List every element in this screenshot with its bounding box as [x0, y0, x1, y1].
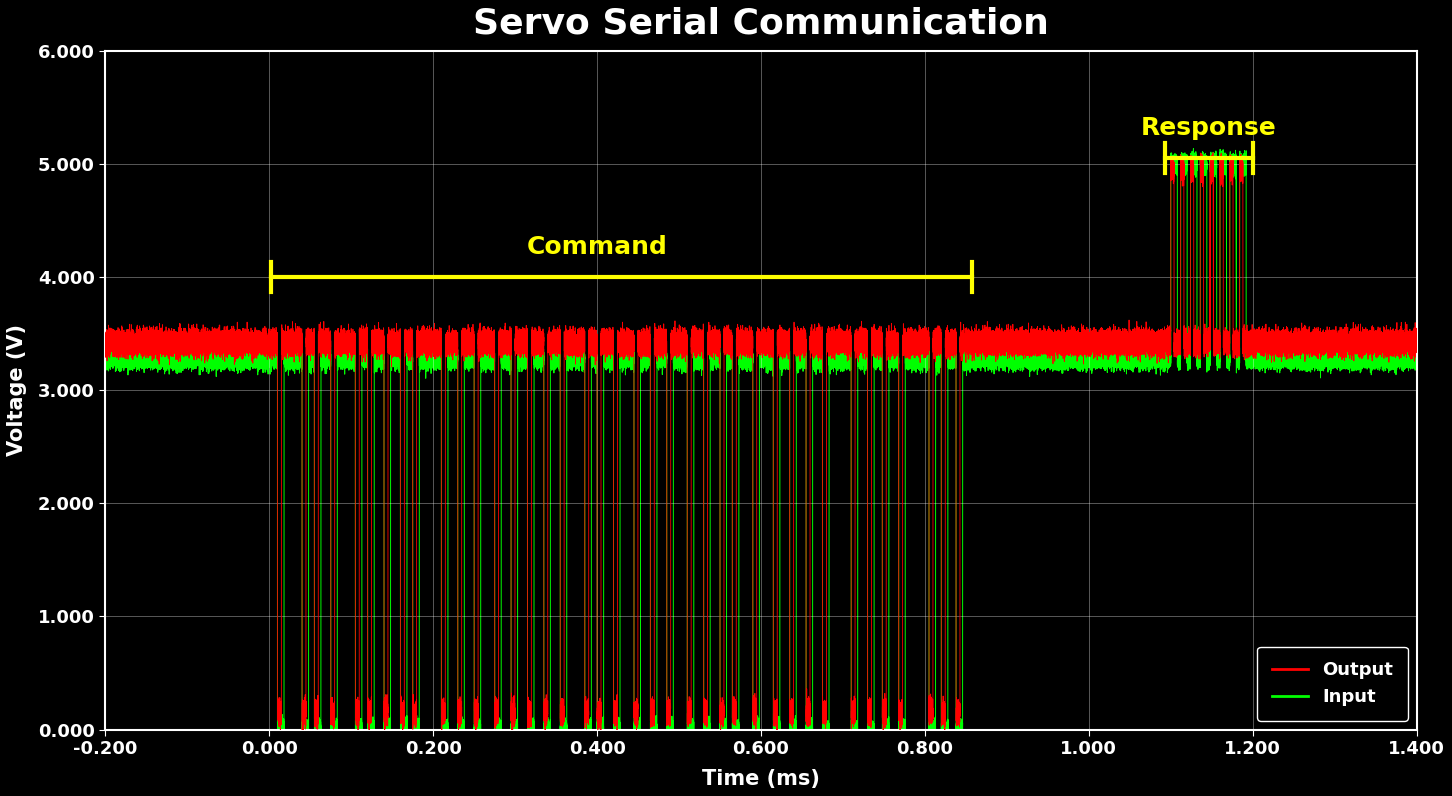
Legend: Output, Input: Output, Input	[1257, 646, 1407, 720]
Title: Servo Serial Communication: Servo Serial Communication	[473, 7, 1048, 41]
Text: Response: Response	[1141, 116, 1276, 140]
Text: Command: Command	[527, 235, 668, 259]
Y-axis label: Voltage (V): Voltage (V)	[7, 324, 28, 456]
X-axis label: Time (ms): Time (ms)	[703, 769, 820, 789]
